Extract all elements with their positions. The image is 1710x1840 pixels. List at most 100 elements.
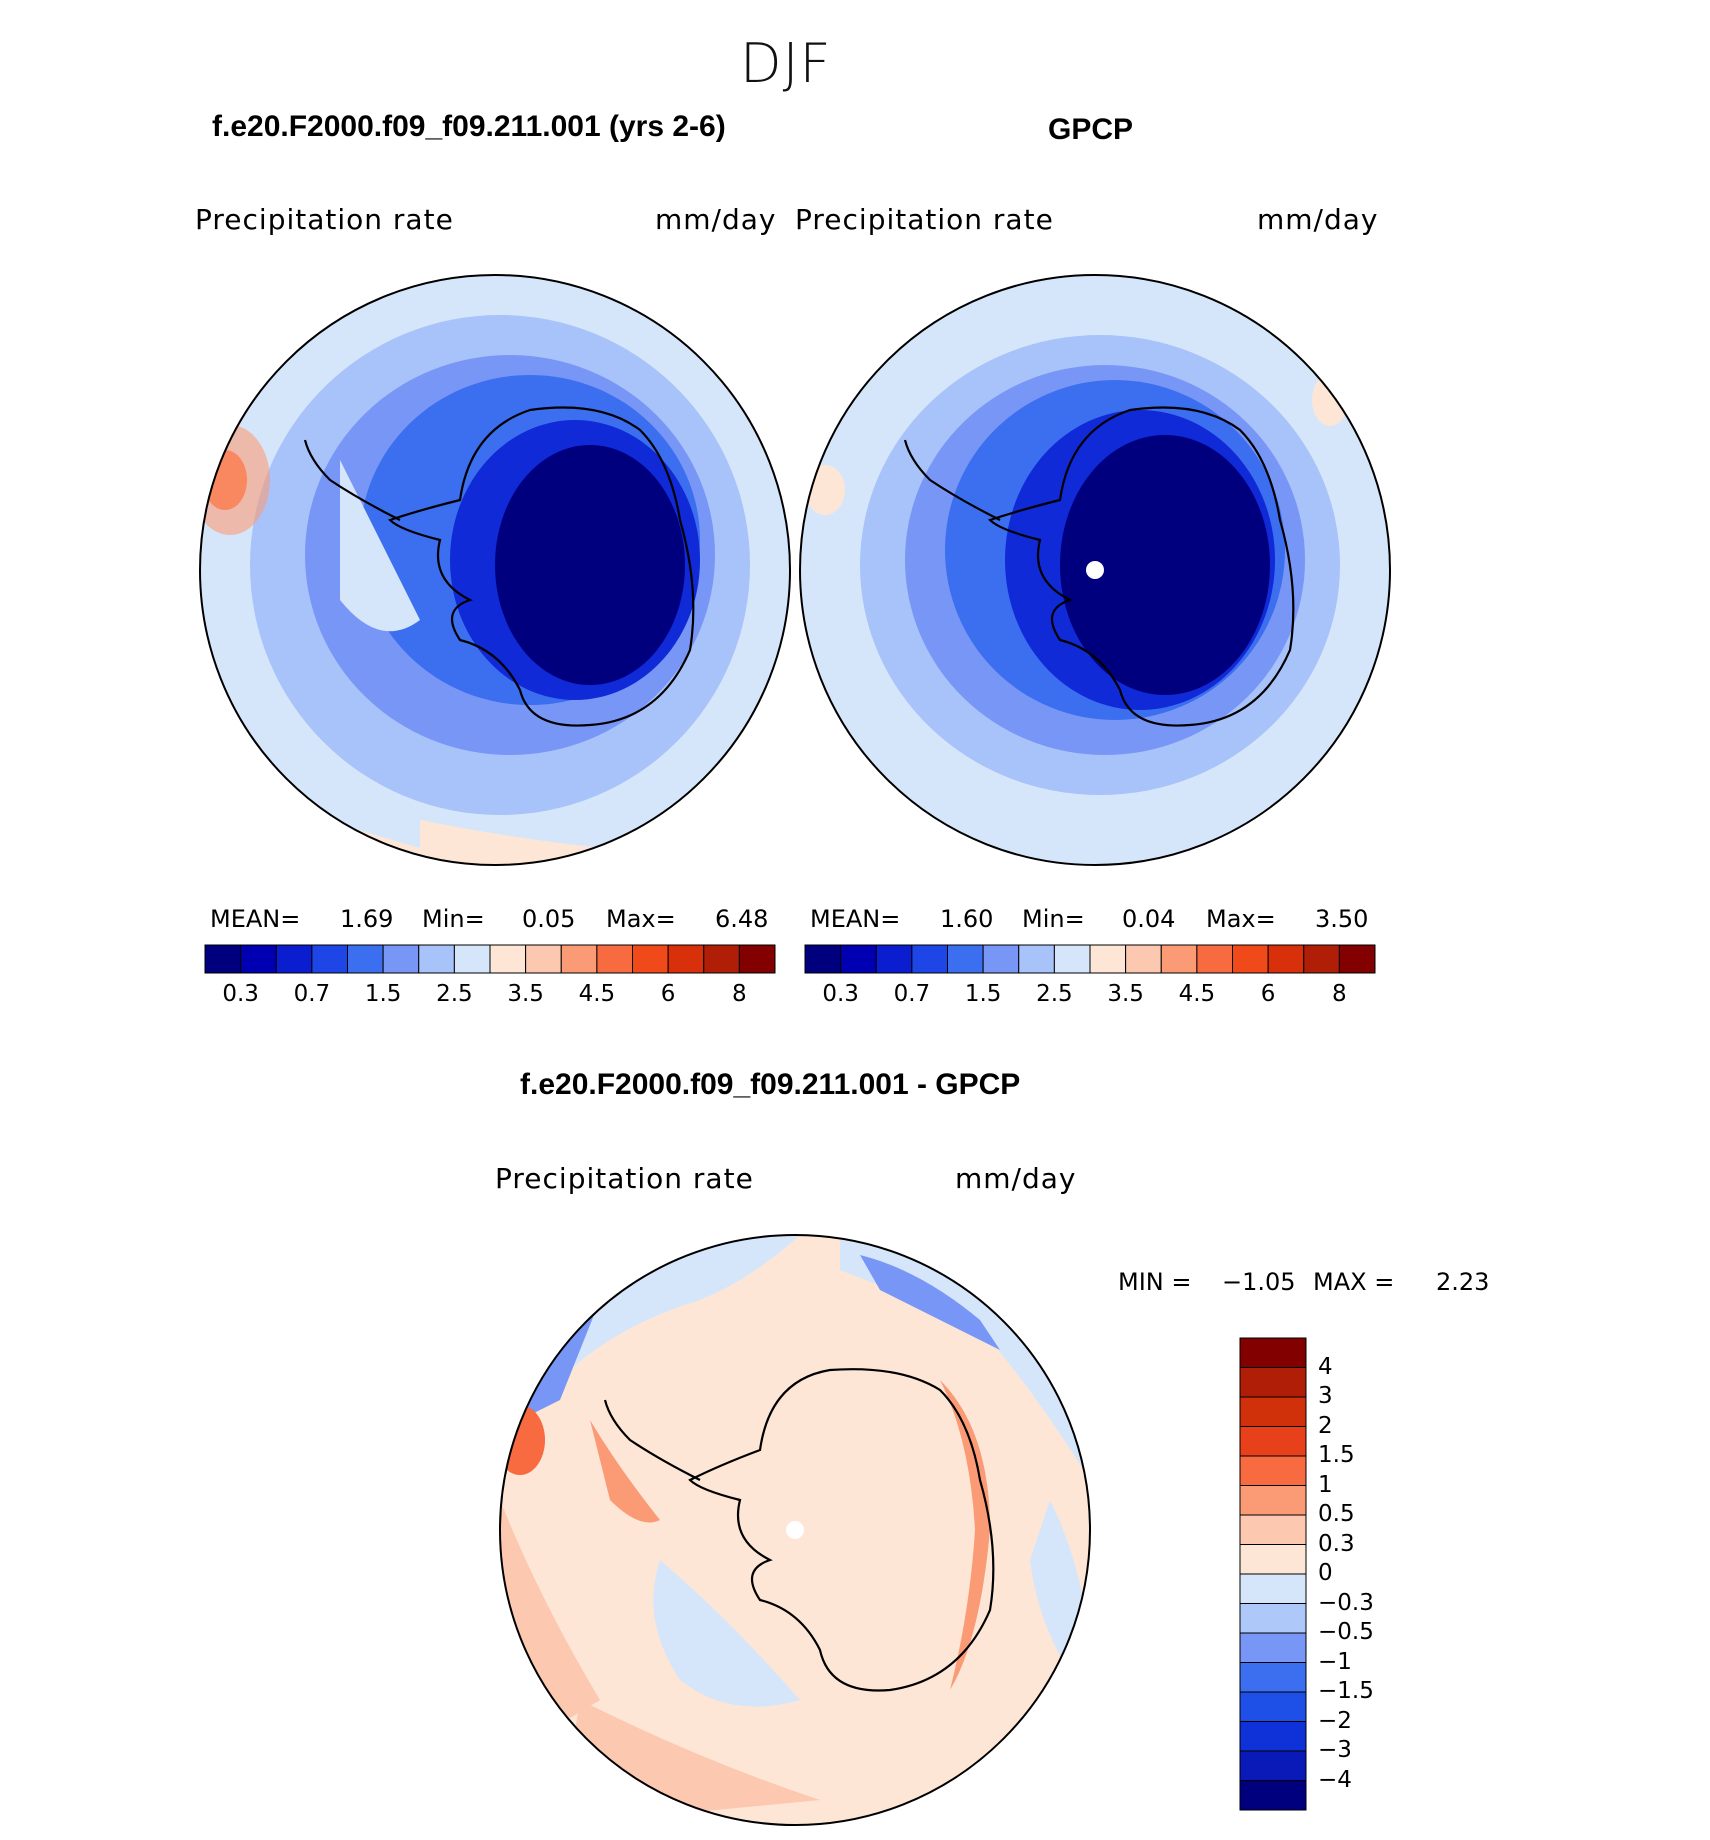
- colorbar-swatch: [1267, 944, 1305, 974]
- min-value: −1.05: [1222, 1268, 1296, 1296]
- mean-label: MEAN=: [810, 905, 901, 933]
- precip-core: [1060, 435, 1270, 695]
- map-boundary: [499, 1234, 1091, 1826]
- peninsula-coastline: [903, 439, 1001, 521]
- colorbar-swatch: [1239, 1662, 1307, 1693]
- colorbar-tick-label: −0.5: [1318, 1619, 1374, 1645]
- colorbar-tick-label: 8: [732, 981, 747, 1007]
- colorbar-swatch: [632, 944, 669, 974]
- colorbar-tick-label: −0.3: [1318, 1589, 1374, 1616]
- colorbar-obs: [804, 944, 1376, 974]
- diff-negative-region-s: [653, 1560, 800, 1707]
- colorbar-swatch: [875, 944, 913, 974]
- max-label: MAX =: [1313, 1268, 1395, 1296]
- colorbar-swatch: [489, 944, 527, 974]
- mean-value: 1.69: [340, 905, 394, 933]
- diff-positive-peninsula: [590, 1420, 660, 1523]
- model-variable-label: Precipitation rate: [195, 203, 454, 236]
- colorbar-tick-label: 1: [1318, 1471, 1333, 1498]
- colorbar-swatch: [347, 944, 384, 974]
- colorbar-tick-label: 1.5: [364, 981, 402, 1007]
- diff-positive-coast-e: [940, 1380, 990, 1690]
- peninsula-coastline: [603, 1399, 701, 1481]
- model-precip-map: [199, 274, 791, 866]
- colorbar-tick-label: 3.5: [507, 981, 544, 1007]
- colorbar-swatch: [1160, 944, 1198, 974]
- colorbar-swatch: [1239, 1573, 1307, 1604]
- colorbar-tick-label: −3: [1318, 1737, 1352, 1763]
- colorbar-swatch: [453, 944, 491, 974]
- colorbar-tick-label: 6: [660, 981, 676, 1007]
- colorbar-tick-label: 0.7: [893, 981, 931, 1007]
- diff-panel-title: f.e20.F2000.f09_f09.211.001 - GPCP: [520, 1068, 1021, 1101]
- colorbar-swatch: [1239, 1396, 1307, 1427]
- colorbar-tick-label: 2: [1318, 1412, 1333, 1439]
- map-boundary: [199, 274, 791, 866]
- obs-variable-label: Precipitation rate: [795, 203, 1054, 236]
- model-units-label: mm/day: [655, 203, 777, 236]
- min-label: Min=: [422, 905, 485, 933]
- colorbar-swatch: [1239, 1603, 1307, 1634]
- colorbar-tick-label: 4.5: [578, 981, 616, 1007]
- diff-units-label: mm/day: [955, 1162, 1077, 1195]
- colorbar-swatch: [596, 944, 633, 974]
- max-label: Max=: [1206, 905, 1276, 933]
- colorbar-swatch: [911, 944, 948, 974]
- min-label: Min=: [1022, 905, 1085, 933]
- colorbar-tick-label: 0.3: [822, 981, 859, 1007]
- colorbar-swatch: [1239, 1485, 1307, 1516]
- colorbar-swatch: [1089, 944, 1127, 974]
- mean-label: MEAN=: [210, 905, 301, 933]
- min-value: 0.05: [522, 905, 576, 933]
- colorbar-swatch: [560, 944, 598, 974]
- colorbar-swatch: [1338, 944, 1376, 974]
- colorbar-swatch: [738, 944, 776, 974]
- colorbar-swatch: [1239, 1367, 1307, 1398]
- colorbar-tick-label: 2.5: [1036, 981, 1073, 1007]
- colorbar-tick-label: 1.5: [964, 981, 1002, 1007]
- obs-units-label: mm/day: [1257, 203, 1379, 236]
- max-value: 3.50: [1315, 905, 1369, 933]
- colorbar-tick-label: 4: [1318, 1353, 1333, 1380]
- colorbar-swatch: [525, 944, 562, 974]
- colorbar-diff: [1239, 1337, 1307, 1811]
- colorbar-swatch: [275, 944, 313, 974]
- colorbar-swatch: [947, 944, 984, 974]
- colorbar-swatch: [982, 944, 1020, 974]
- colorbar-tick-label: 0: [1318, 1560, 1333, 1586]
- colorbar-tick-label: −1: [1318, 1648, 1352, 1675]
- colorbar-swatch: [418, 944, 455, 974]
- diff-variable-label: Precipitation rate: [495, 1162, 754, 1195]
- precip-high-2: [1312, 374, 1348, 426]
- peninsula-coastline: [303, 439, 401, 521]
- colorbar-swatch: [1196, 944, 1233, 974]
- colorbar-swatch: [204, 944, 242, 974]
- colorbar-swatch: [1239, 1426, 1307, 1457]
- colorbar-swatch: [1239, 1780, 1307, 1811]
- colorbar-tick-label: 8: [1332, 981, 1347, 1007]
- colorbar-swatch: [382, 944, 420, 974]
- pole-missing-data-dot: [1086, 561, 1104, 579]
- colorbar-swatch: [1239, 1544, 1307, 1575]
- peninsula-dry-zone: [340, 460, 420, 632]
- max-value: 6.48: [715, 905, 769, 933]
- colorbar-swatch: [1239, 1455, 1307, 1486]
- colorbar-tick-label: 1.5: [1318, 1442, 1355, 1468]
- colorbar-tick-label: 3.5: [1107, 981, 1144, 1007]
- colorbar-swatch: [1239, 1691, 1307, 1722]
- colorbar-swatch: [240, 944, 277, 974]
- diff-maximum: [500, 1405, 545, 1475]
- colorbar-swatch: [1239, 1514, 1307, 1545]
- colorbar-swatch: [1125, 944, 1162, 974]
- pole-missing-data-dot: [786, 1521, 804, 1539]
- colorbar-tick-label: 0.3: [222, 981, 259, 1007]
- model-panel-title: f.e20.F2000.f09_f09.211.001 (yrs 2-6): [212, 110, 726, 143]
- colorbar-swatch: [1239, 1337, 1307, 1368]
- colorbar-swatch: [703, 944, 740, 974]
- colorbar-swatch: [1239, 1721, 1307, 1752]
- colorbar-tick-label: −1.5: [1318, 1678, 1374, 1704]
- mean-value: 1.60: [940, 905, 994, 933]
- max-value: 2.23: [1436, 1268, 1490, 1296]
- season-title: DJF: [740, 32, 832, 95]
